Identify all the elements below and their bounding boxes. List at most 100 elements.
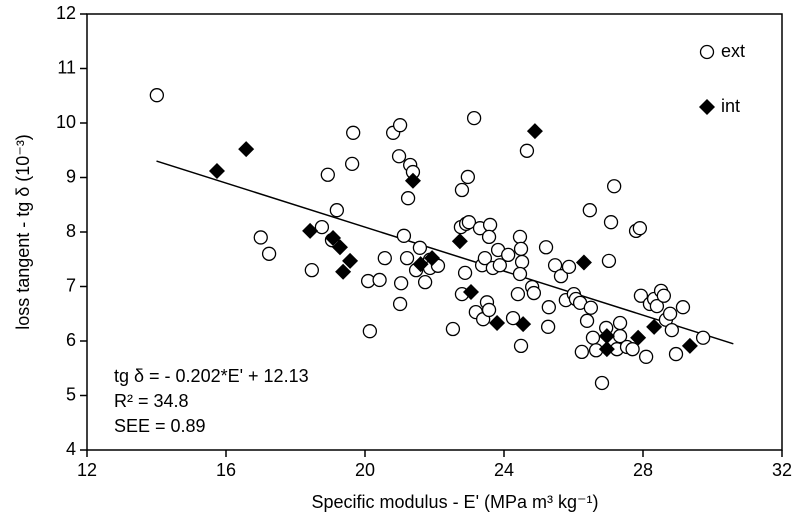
point [238, 141, 255, 158]
point [302, 222, 319, 239]
point [253, 230, 268, 245]
y-tick-label: 10 [56, 112, 76, 132]
point [526, 285, 542, 301]
point [594, 375, 610, 391]
point [377, 251, 392, 266]
x-tick-label: 24 [494, 460, 514, 480]
point [261, 246, 277, 261]
y-tick-label: 7 [66, 275, 76, 295]
point [575, 254, 592, 271]
point [462, 283, 479, 300]
point [541, 300, 556, 315]
point [344, 156, 360, 172]
point [392, 296, 408, 312]
x-tick-label: 12 [77, 460, 97, 480]
point [512, 266, 528, 282]
point [695, 330, 711, 345]
point [512, 229, 528, 245]
point [412, 256, 429, 273]
point [514, 254, 530, 270]
legend-label: int [721, 96, 740, 116]
point [505, 310, 521, 326]
point [519, 143, 535, 158]
point [649, 298, 665, 314]
point [149, 88, 164, 103]
point [574, 344, 589, 360]
point [460, 169, 476, 185]
point [451, 233, 468, 250]
point [630, 329, 647, 346]
point [547, 258, 563, 273]
point [362, 324, 378, 339]
point [489, 315, 506, 332]
point [526, 123, 543, 140]
legend-label: ext [721, 41, 745, 61]
point [396, 228, 412, 243]
x-tick-label: 16 [216, 460, 236, 480]
point [510, 286, 526, 302]
point [399, 251, 415, 266]
point [668, 346, 684, 362]
point [681, 337, 698, 354]
y-tick-label: 8 [66, 221, 76, 241]
point [320, 167, 335, 182]
y-tick-label: 4 [66, 439, 76, 459]
point [515, 316, 532, 333]
y-tick-label: 6 [66, 330, 76, 350]
point [492, 258, 507, 273]
point [553, 268, 569, 284]
point [598, 328, 615, 345]
point [656, 288, 671, 303]
x-tick-label: 20 [355, 460, 375, 480]
point [662, 306, 678, 321]
point [372, 272, 387, 288]
point [585, 330, 601, 345]
point [445, 321, 461, 337]
point [393, 276, 409, 291]
y-tick-label: 12 [56, 3, 76, 23]
point [335, 263, 352, 280]
point [583, 300, 599, 315]
point [466, 110, 482, 126]
point [540, 319, 556, 334]
point [342, 252, 359, 269]
annotation: SEE = 0.89 [114, 416, 206, 436]
annotation: R² = 34.8 [114, 391, 189, 411]
x-tick-label: 28 [633, 460, 653, 480]
point [481, 229, 497, 245]
point [513, 241, 529, 257]
point [304, 262, 319, 278]
point [481, 302, 497, 318]
point [457, 265, 473, 281]
point [664, 322, 679, 338]
point [461, 215, 477, 230]
point [561, 259, 577, 275]
point [501, 247, 516, 263]
point [607, 179, 622, 194]
point [325, 229, 342, 246]
point [392, 118, 408, 133]
point [331, 239, 348, 256]
point [638, 349, 654, 364]
y-tick-label: 11 [57, 57, 76, 77]
x-axis-label: Specific modulus - E' (MPa m³ kg⁻¹) [312, 492, 599, 512]
point [412, 240, 428, 255]
point [601, 253, 617, 269]
point [454, 182, 470, 198]
point [579, 313, 595, 328]
point [632, 221, 648, 236]
legend-marker [699, 44, 715, 60]
point [633, 288, 649, 303]
legend-marker [699, 99, 715, 115]
annotation: tg δ = - 0.202*E' + 12.13 [114, 366, 309, 386]
y-axis-label: loss tangent - tg δ (10⁻³) [13, 134, 33, 330]
point [314, 219, 330, 235]
point [329, 203, 345, 218]
point [400, 191, 416, 206]
point [625, 342, 640, 357]
point [646, 318, 663, 335]
point [208, 162, 225, 179]
point [538, 240, 554, 255]
point [582, 203, 597, 218]
